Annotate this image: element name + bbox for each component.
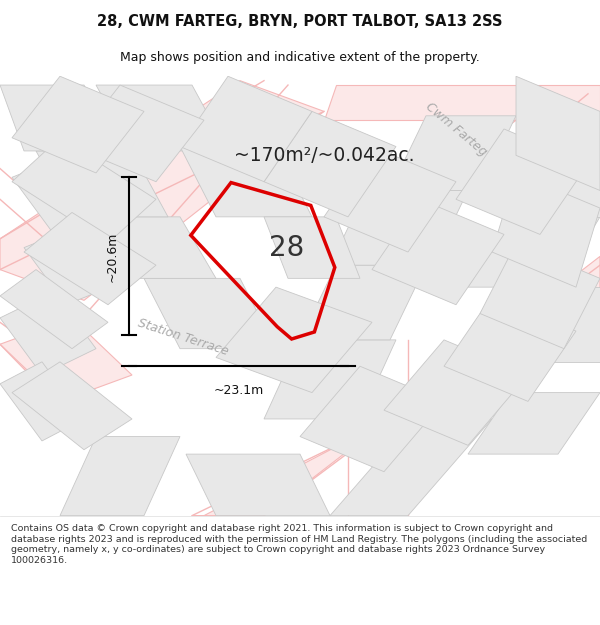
Text: 28: 28 [269, 234, 304, 262]
Polygon shape [0, 291, 96, 375]
Polygon shape [390, 116, 516, 191]
Polygon shape [384, 340, 528, 446]
Text: ~170m²/~0.042ac.: ~170m²/~0.042ac. [234, 146, 415, 165]
Polygon shape [0, 269, 108, 349]
Text: 28, CWM FARTEG, BRYN, PORT TALBOT, SA13 2SS: 28, CWM FARTEG, BRYN, PORT TALBOT, SA13 … [97, 14, 503, 29]
Polygon shape [96, 85, 228, 151]
Polygon shape [330, 191, 468, 265]
Polygon shape [186, 454, 330, 516]
Polygon shape [510, 138, 600, 217]
Polygon shape [516, 76, 600, 191]
Text: Contains OS data © Crown copyright and database right 2021. This information is : Contains OS data © Crown copyright and d… [11, 524, 587, 564]
Polygon shape [0, 81, 324, 301]
Polygon shape [372, 199, 504, 305]
Polygon shape [36, 151, 168, 217]
Polygon shape [300, 265, 426, 340]
Polygon shape [72, 85, 204, 182]
Polygon shape [300, 366, 444, 472]
Polygon shape [264, 217, 360, 278]
Polygon shape [192, 256, 600, 516]
Polygon shape [480, 243, 600, 349]
Polygon shape [468, 392, 600, 454]
Polygon shape [456, 129, 588, 234]
Polygon shape [492, 173, 600, 287]
Polygon shape [324, 85, 600, 120]
Polygon shape [528, 287, 600, 362]
Polygon shape [12, 76, 144, 173]
Polygon shape [468, 217, 600, 287]
Polygon shape [264, 111, 396, 217]
Polygon shape [180, 76, 312, 182]
Polygon shape [324, 146, 456, 252]
Polygon shape [24, 221, 132, 305]
Polygon shape [24, 213, 156, 305]
Text: Cwm Farteg: Cwm Farteg [423, 100, 489, 158]
Polygon shape [444, 296, 576, 401]
Polygon shape [0, 318, 132, 401]
Text: ~20.6m: ~20.6m [106, 231, 119, 282]
Polygon shape [0, 362, 84, 441]
Polygon shape [144, 278, 276, 349]
Polygon shape [330, 419, 492, 516]
Polygon shape [84, 217, 216, 278]
Polygon shape [264, 340, 396, 419]
Polygon shape [60, 436, 180, 516]
Polygon shape [12, 362, 132, 450]
Polygon shape [180, 146, 312, 217]
Polygon shape [12, 151, 120, 234]
Text: ~23.1m: ~23.1m [214, 384, 263, 397]
Polygon shape [0, 85, 120, 151]
Polygon shape [12, 138, 156, 243]
Text: Station Terrace: Station Terrace [136, 317, 230, 359]
Text: Map shows position and indicative extent of the property.: Map shows position and indicative extent… [120, 51, 480, 64]
Polygon shape [216, 287, 372, 392]
